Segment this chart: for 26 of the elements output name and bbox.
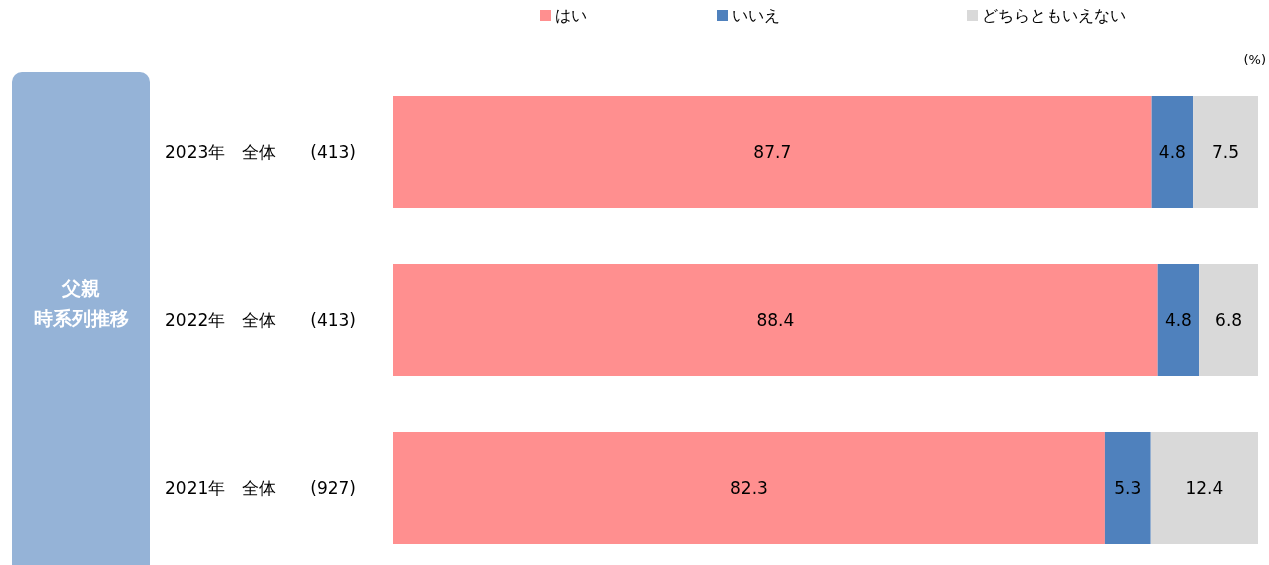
y-axis-title: 父親時系列推移 [33,277,129,329]
data-label: 88.4 [756,310,795,330]
y-tick-label: 2022年 全体 (413) [165,310,356,330]
text: (%) [1243,52,1266,67]
bar [1157,264,1200,376]
bar [1199,264,1258,376]
data-label: 4.8 [1164,310,1192,330]
y-tick-label: 2021年 全体 (927) [165,478,356,498]
bar [1193,96,1258,208]
bar [1150,432,1258,544]
legend-label: どちらともいえない [982,6,1126,25]
data-label: 4.8 [1158,142,1186,162]
data-label: 5.3 [1114,478,1142,498]
bar [1151,96,1194,208]
data-label: 7.5 [1212,142,1240,162]
data-label: 82.3 [730,478,768,498]
bar [393,432,1105,544]
bar [393,264,1158,376]
data-label: 6.8 [1215,310,1243,330]
y-tick-label: 2023年 全体 (413) [165,142,356,162]
legend-label: いいえ [732,6,780,25]
legend-label: はい [555,6,587,25]
bar [393,96,1152,208]
data-label: 12.4 [1185,478,1224,498]
bar [1104,432,1151,544]
data-label: 87.7 [753,142,792,162]
